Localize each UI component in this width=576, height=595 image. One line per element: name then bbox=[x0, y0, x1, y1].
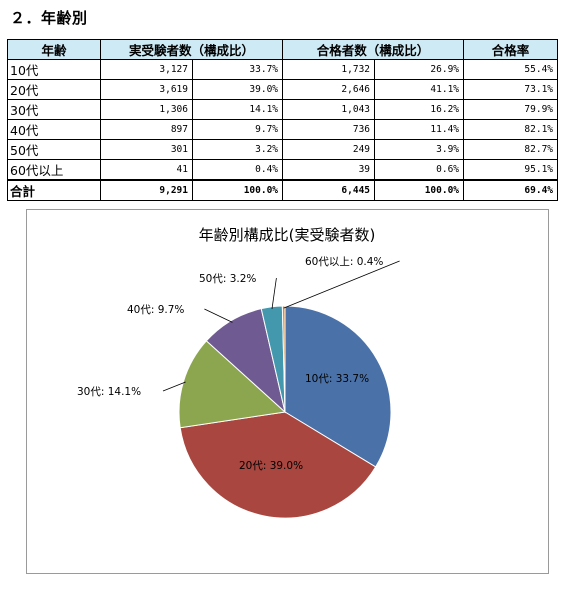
pass-rate: 55.4% bbox=[463, 59, 559, 80]
table-row: 20代 3,619 39.0% 2,646 41.1% 73.1% bbox=[7, 79, 559, 100]
passers-count: 39 bbox=[282, 159, 376, 181]
age-label: 40代 bbox=[7, 119, 101, 140]
examinees-ratio: 39.0% bbox=[191, 79, 284, 100]
passers-count: 2,646 bbox=[282, 79, 376, 100]
total-label: 合計 bbox=[7, 179, 101, 201]
passers-count: 1,732 bbox=[282, 59, 376, 80]
passers-ratio: 3.9% bbox=[374, 139, 465, 160]
examinees-count: 897 bbox=[100, 119, 193, 140]
slice-labels: 10代: 33.7% 20代: 39.0% 30代: 14.1% 40代: 9.7% 5… bbox=[77, 256, 383, 472]
examinees-count: 3,127 bbox=[100, 59, 193, 80]
pie-slice bbox=[178, 340, 287, 429]
table-row: 50代 301 3.2% 249 3.9% 82.7% bbox=[7, 139, 559, 160]
pie-slice bbox=[179, 411, 377, 519]
leader-line bbox=[271, 277, 277, 309]
table-header-row: 年齢 実受験者数（構成比） 合格者数（構成比） 合格率 bbox=[7, 39, 559, 60]
table-row: 10代 3,127 33.7% 1,732 26.9% 55.4% bbox=[7, 59, 559, 80]
age-stats-table: 年齢 実受験者数（構成比） 合格者数（構成比） 合格率 10代 3,127 33… bbox=[7, 39, 559, 201]
age-label: 10代 bbox=[7, 59, 101, 80]
slice-label: 60代以上: 0.4% bbox=[305, 256, 383, 268]
slice-label: 30代: 14.1% bbox=[77, 386, 141, 398]
header-examinees: 実受験者数（構成比） bbox=[99, 39, 284, 60]
examinees-count: 3,619 bbox=[100, 79, 193, 100]
passers-ratio: 16.2% bbox=[374, 99, 465, 120]
passers-ratio: 41.1% bbox=[374, 79, 465, 100]
examinees-ratio: 14.1% bbox=[191, 99, 284, 120]
passers-count: 249 bbox=[282, 139, 376, 160]
total-passers-count: 6,445 bbox=[282, 179, 376, 201]
pass-rate: 82.7% bbox=[463, 139, 559, 160]
passers-ratio: 0.6% bbox=[374, 159, 465, 181]
examinees-ratio: 9.7% bbox=[191, 119, 284, 140]
leader-line bbox=[162, 381, 186, 392]
slice-label: 10代: 33.7% bbox=[305, 373, 369, 385]
leader-line bbox=[283, 260, 400, 309]
header-passers: 合格者数（構成比） bbox=[282, 39, 465, 60]
examinees-count: 41 bbox=[100, 159, 193, 181]
total-examinees-count: 9,291 bbox=[100, 179, 193, 201]
pie-chart: 年齢別構成比(実受験者数) 10代: 33.7% 20代: 39.0% 30代: 1… bbox=[77, 226, 400, 519]
table-row: 40代 897 9.7% 736 11.4% 82.1% bbox=[7, 119, 559, 140]
table-total-row: 合計 9,291 100.0% 6,445 100.0% 69.4% bbox=[7, 179, 559, 201]
age-label: 50代 bbox=[7, 139, 101, 160]
total-passers-ratio: 100.0% bbox=[374, 179, 465, 201]
pie-slice bbox=[281, 305, 286, 413]
pass-rate: 79.9% bbox=[463, 99, 559, 120]
section-title: ２．年齢別 bbox=[10, 9, 88, 27]
passers-count: 1,043 bbox=[282, 99, 376, 120]
header-age: 年齢 bbox=[7, 39, 101, 60]
pass-rate: 82.1% bbox=[463, 119, 559, 140]
examinees-count: 301 bbox=[100, 139, 193, 160]
examinees-ratio: 3.2% bbox=[191, 139, 284, 160]
slice-label: 40代: 9.7% bbox=[127, 304, 184, 316]
age-label: 60代以上 bbox=[7, 159, 101, 181]
total-examinees-ratio: 100.0% bbox=[191, 179, 284, 201]
examinees-ratio: 33.7% bbox=[191, 59, 284, 80]
slice-label: 50代: 3.2% bbox=[199, 273, 256, 285]
examinees-count: 1,306 bbox=[100, 99, 193, 120]
leader-lines bbox=[162, 260, 400, 392]
total-pass-rate: 69.4% bbox=[463, 179, 559, 201]
age-label: 20代 bbox=[7, 79, 101, 100]
leader-line bbox=[204, 308, 233, 323]
table-row: 60代以上 41 0.4% 39 0.6% 95.1% bbox=[7, 159, 559, 181]
header-pass-rate: 合格率 bbox=[463, 39, 559, 60]
pass-rate: 95.1% bbox=[463, 159, 559, 181]
pie-slices bbox=[178, 305, 392, 519]
examinees-ratio: 0.4% bbox=[191, 159, 284, 181]
passers-ratio: 11.4% bbox=[374, 119, 465, 140]
passers-count: 736 bbox=[282, 119, 376, 140]
age-label: 30代 bbox=[7, 99, 101, 120]
passers-ratio: 26.9% bbox=[374, 59, 465, 80]
chart-title: 年齢別構成比(実受験者数) bbox=[199, 226, 376, 244]
table-row: 30代 1,306 14.1% 1,043 16.2% 79.9% bbox=[7, 99, 559, 120]
pie-chart-frame: 年齢別構成比(実受験者数) 10代: 33.7% 20代: 39.0% 30代: 1… bbox=[26, 209, 549, 574]
pass-rate: 73.1% bbox=[463, 79, 559, 100]
slice-label: 20代: 39.0% bbox=[239, 460, 303, 472]
pie-slice bbox=[284, 305, 392, 468]
